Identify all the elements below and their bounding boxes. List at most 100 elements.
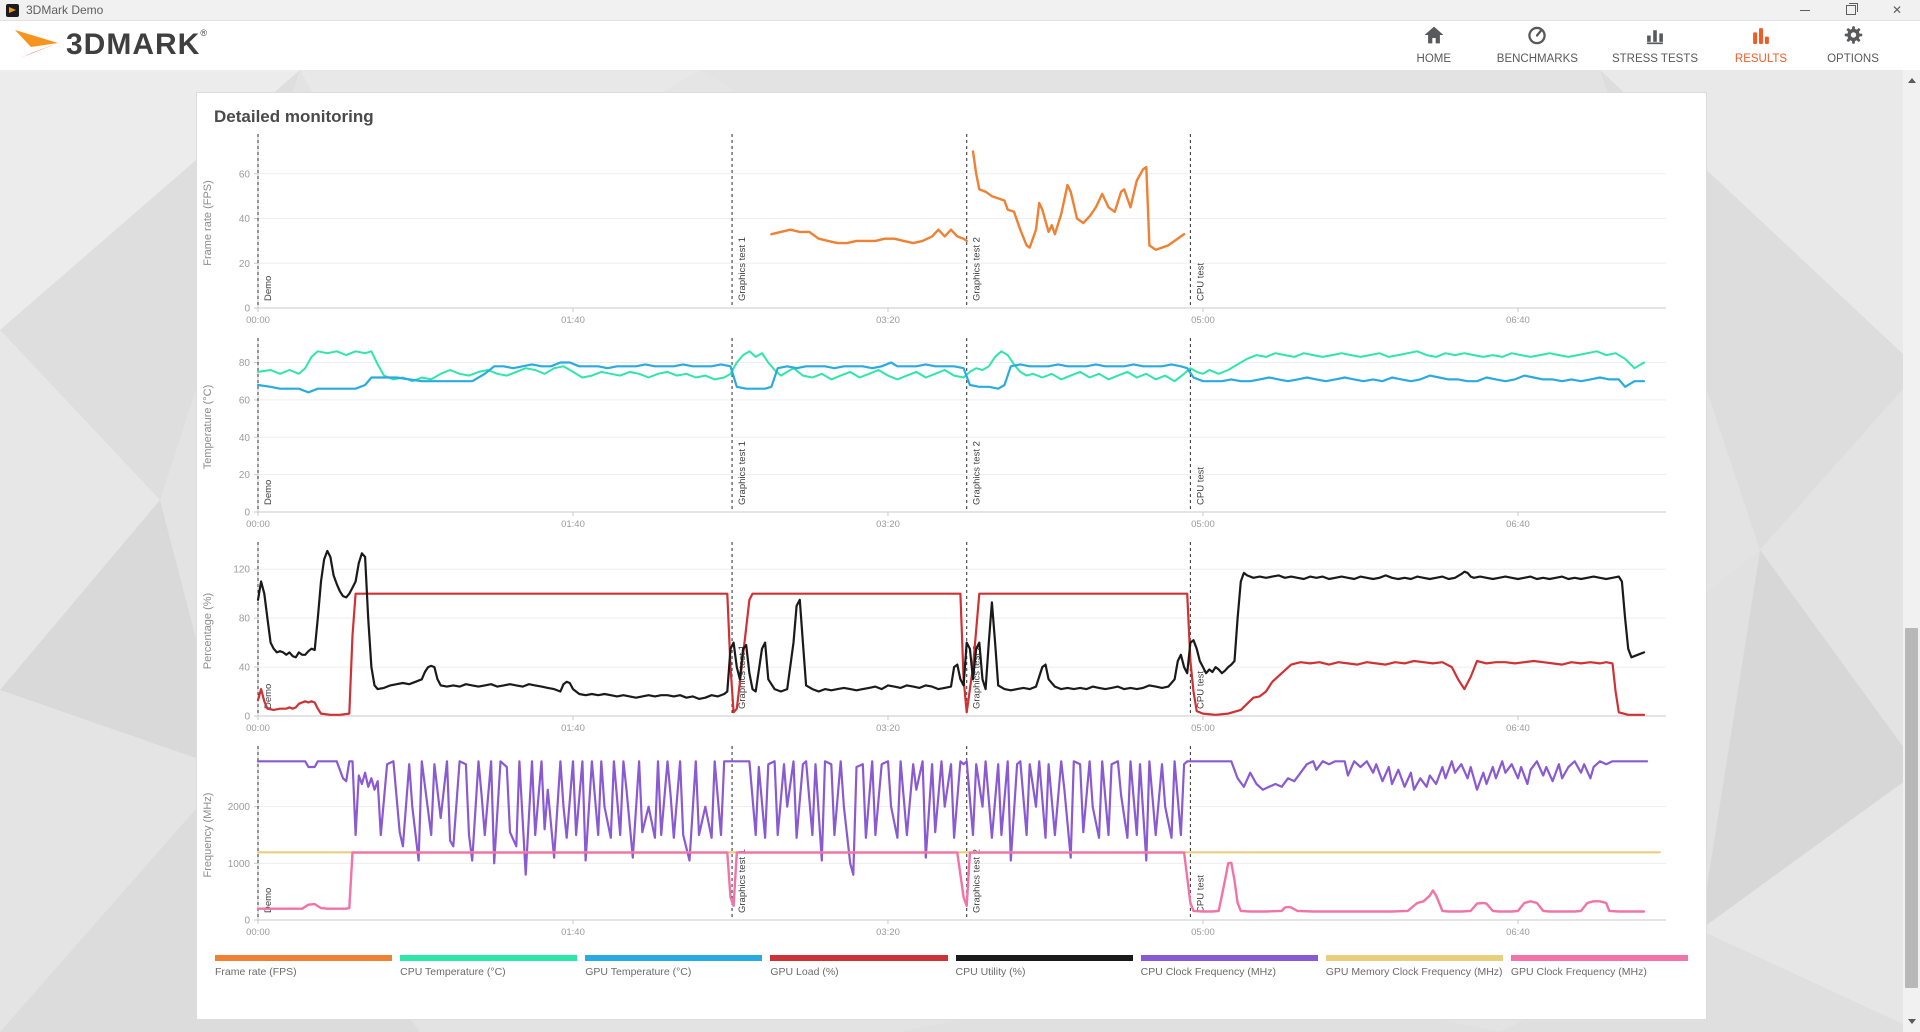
frequency-chart: 0 1000 2000 00:00 01:40 03:20 05:00 06:40 Demo Gr… xyxy=(202,746,1666,938)
nav-item-label: STRESS TESTS xyxy=(1611,53,1698,65)
legend-item: CPU Utility (%) xyxy=(955,955,1133,978)
close-button[interactable]: ✕ xyxy=(1874,0,1920,20)
y-axis-title: Temperature (°C) xyxy=(202,385,214,469)
svg-text:120: 120 xyxy=(233,565,250,576)
restore-button[interactable] xyxy=(1828,0,1874,20)
svg-text:05:00: 05:00 xyxy=(1191,927,1215,938)
page-title: Detailed monitoring xyxy=(214,107,374,126)
svg-text:01:40: 01:40 xyxy=(561,927,585,938)
svg-text:06:40: 06:40 xyxy=(1506,315,1530,326)
minimize-button[interactable] xyxy=(1782,0,1828,20)
gear-icon xyxy=(1843,25,1864,50)
phase-label: Graphics test 1 xyxy=(737,645,748,709)
series-GPU Temperature (°C) xyxy=(256,361,1646,394)
series-GPU Load (%) xyxy=(256,592,1646,716)
svg-text:60: 60 xyxy=(239,395,251,406)
results-bars-icon xyxy=(1750,25,1772,50)
window-titlebar: 3DMark Demo ✕ xyxy=(0,0,1920,21)
phase-label: Demo xyxy=(263,276,274,301)
brand-logo[interactable]: 3DMARK ® xyxy=(14,27,207,63)
svg-text:01:40: 01:40 xyxy=(561,723,585,734)
svg-text:0: 0 xyxy=(244,712,250,723)
y-axis-title: Frame rate (FPS) xyxy=(202,180,214,266)
legend-item: CPU Clock Frequency (MHz) xyxy=(1140,955,1318,978)
svg-text:05:00: 05:00 xyxy=(1191,315,1215,326)
nav-item-benchmarks[interactable]: BENCHMARKS xyxy=(1497,25,1578,65)
close-icon: ✕ xyxy=(1891,3,1903,17)
phase-label: Demo xyxy=(263,888,274,913)
svg-text:40: 40 xyxy=(239,433,251,444)
svg-text:80: 80 xyxy=(239,614,251,625)
scrollbar-thumb[interactable] xyxy=(1905,628,1918,988)
legend-item: GPU Temperature (°C) xyxy=(585,955,763,978)
scroll-up-button[interactable] xyxy=(1903,72,1920,89)
window-title: 3DMark Demo xyxy=(26,3,104,17)
home-icon xyxy=(1423,25,1445,50)
chart-legend: Frame rate (FPS) CPU Temperature (°C) GPU … xyxy=(215,955,1688,978)
series-CPU Utility (%) xyxy=(256,549,1646,700)
legend-label: CPU Clock Frequency (MHz) xyxy=(1140,966,1276,978)
svg-text:0: 0 xyxy=(244,916,250,927)
nav-item-label: HOME xyxy=(1416,53,1452,65)
benchmark-gauge-icon xyxy=(1526,25,1548,50)
scroll-up-icon xyxy=(1907,78,1916,83)
phase-label: Demo xyxy=(263,480,274,505)
legend-swatch xyxy=(215,955,393,961)
scroll-down-button[interactable] xyxy=(1903,1013,1920,1030)
svg-text:1000: 1000 xyxy=(228,859,251,870)
phase-label: Graphics test 1 xyxy=(737,237,748,301)
nav-item-home[interactable]: HOME xyxy=(1405,25,1463,65)
legend-swatch xyxy=(955,955,1133,961)
phase-label: Graphics test 1 xyxy=(737,441,748,505)
legend-item: GPU Memory Clock Frequency (MHz) xyxy=(1325,955,1503,978)
frame-rate-chart: 0 20 40 60 00:00 01:40 03:20 05:00 06:40 Demo Grap… xyxy=(202,134,1666,326)
svg-text:03:20: 03:20 xyxy=(876,927,900,938)
percentage-chart: 0 40 80 120 00:00 01:40 03:20 05:00 06:40 Demo Gra… xyxy=(202,542,1666,734)
svg-text:06:40: 06:40 xyxy=(1506,927,1530,938)
nav-item-stress-tests[interactable]: STRESS TESTS xyxy=(1612,25,1698,65)
svg-text:05:00: 05:00 xyxy=(1191,519,1215,530)
logo-swoosh-icon xyxy=(15,30,58,58)
window-controls: ✕ xyxy=(1782,0,1920,20)
phase-label: Graphics test 1 xyxy=(737,849,748,913)
phase-label: CPU test xyxy=(1195,671,1206,709)
phase-label: CPU test xyxy=(1195,263,1206,301)
phase-label: Graphics test 2 xyxy=(972,237,983,301)
stress-tests-bars-icon xyxy=(1644,25,1666,50)
nav-item-label: BENCHMARKS xyxy=(1496,53,1578,65)
legend-item: GPU Load (%) xyxy=(770,955,948,978)
detailed-monitoring-card: Detailed monitoring 0 20 40 60 00:00 01:40 03:… xyxy=(196,92,1707,1020)
svg-text:40: 40 xyxy=(239,214,251,225)
series-Frame rate (FPS) xyxy=(770,228,968,245)
legend-item: CPU Temperature (°C) xyxy=(400,955,578,978)
charts-stack: 0 20 40 60 00:00 01:40 03:20 05:00 06:40 Demo Grap… xyxy=(197,131,1706,947)
svg-text:00:00: 00:00 xyxy=(246,723,270,734)
y-axis-title: Percentage (%) xyxy=(202,593,214,669)
phase-label: Graphics test 2 xyxy=(972,441,983,505)
registered-mark: ® xyxy=(200,28,207,38)
svg-text:60: 60 xyxy=(239,169,251,180)
legend-label: CPU Utility (%) xyxy=(955,966,1026,978)
restore-icon xyxy=(1846,3,1858,15)
legend-swatch xyxy=(585,955,763,961)
nav-item-results[interactable]: RESULTS xyxy=(1732,25,1790,65)
legend-label: Frame rate (FPS) xyxy=(215,966,297,978)
svg-text:03:20: 03:20 xyxy=(876,519,900,530)
svg-text:01:40: 01:40 xyxy=(561,519,585,530)
temperature-chart: 0 20 40 60 80 00:00 01:40 03:20 05:00 06:40 Demo Gr… xyxy=(202,338,1666,530)
svg-text:00:00: 00:00 xyxy=(246,315,270,326)
svg-text:01:40: 01:40 xyxy=(561,315,585,326)
series-Frame rate (FPS) xyxy=(971,150,1186,252)
svg-text:00:00: 00:00 xyxy=(246,927,270,938)
vertical-scrollbar[interactable] xyxy=(1903,70,1920,1032)
nav-item-label: RESULTS xyxy=(1734,53,1788,65)
series-GPU Clock Frequency (MHz) xyxy=(256,851,1646,913)
scroll-down-icon xyxy=(1907,1019,1916,1024)
legend-item: GPU Clock Frequency (MHz) xyxy=(1510,955,1688,978)
svg-text:05:00: 05:00 xyxy=(1191,723,1215,734)
nav-item-options[interactable]: OPTIONS xyxy=(1824,25,1882,65)
legend-label: GPU Temperature (°C) xyxy=(585,966,692,978)
svg-text:20: 20 xyxy=(239,259,251,270)
nav-items: HOME BENCHMARKS STRESS TESTS RESULTS OPTIONS xyxy=(1405,25,1882,65)
svg-text:00:00: 00:00 xyxy=(246,519,270,530)
